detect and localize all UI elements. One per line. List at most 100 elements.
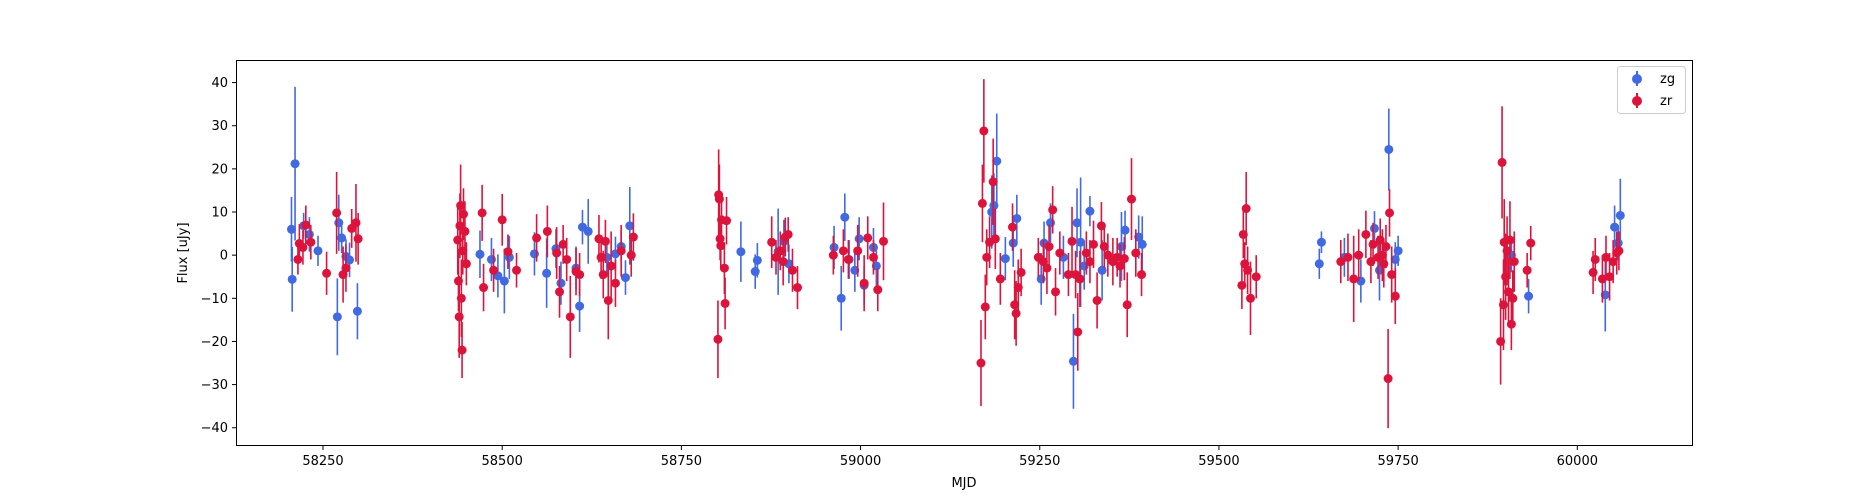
zr-data-point [298, 242, 308, 252]
y-tick-label: 40 [211, 76, 228, 91]
zr-data-point [1343, 252, 1353, 262]
zr-data-point [1605, 272, 1615, 282]
zr-data-point [1501, 272, 1511, 282]
zr-data-point [596, 252, 606, 262]
zr-data-point [1597, 274, 1607, 284]
zr-data-point [1366, 257, 1376, 267]
zr-data-point [980, 302, 990, 312]
zr-data-point [1119, 254, 1129, 264]
zr-data-point [1008, 222, 1018, 232]
zr-data-point [979, 126, 989, 136]
zg-data-point [1076, 237, 1086, 247]
zr-data-point [1379, 259, 1389, 269]
zg-data-point [1393, 246, 1403, 256]
zr-data-point [306, 237, 316, 247]
y-tick-label: 20 [211, 162, 228, 177]
zr-data-point [1243, 265, 1253, 275]
zg-data-point [620, 273, 630, 283]
zr-data-point [715, 234, 725, 244]
zr-data-point [783, 229, 793, 239]
zg-data-point [736, 247, 746, 257]
zg-data-point [1384, 144, 1394, 154]
zr-data-point [868, 252, 878, 262]
zg-data-point [290, 159, 300, 169]
zr-data-point [1588, 267, 1598, 277]
zr-data-point [716, 241, 726, 251]
axes-frame [236, 60, 1693, 446]
zr-data-point [873, 285, 883, 295]
zr-data-point [1385, 208, 1395, 218]
zr-data-point [1496, 336, 1506, 346]
zr-data-point [1387, 270, 1397, 280]
zr-data-point [1010, 300, 1020, 310]
zr-data-point [555, 287, 565, 297]
zr-data-point [626, 250, 636, 260]
zg-data-point [529, 249, 539, 259]
zr-data-point [1349, 274, 1359, 284]
zr-data-point [714, 194, 724, 204]
zr-data-point [722, 216, 732, 226]
zr-data-point [565, 312, 575, 322]
legend-entry-zr: zr [1632, 93, 1673, 109]
zr-data-point [1085, 257, 1095, 267]
x-tick-label: 59500 [1198, 454, 1239, 469]
zr-data-point [610, 278, 620, 288]
zr-data-point [879, 236, 889, 246]
zr-data-point [988, 177, 998, 187]
zr-data-point [456, 201, 466, 211]
zr-data-point [1377, 250, 1387, 260]
zr-data-point [1354, 250, 1364, 260]
zr-data-point [1048, 205, 1058, 215]
zr-data-point [859, 278, 869, 288]
zr-data-point [1127, 194, 1137, 204]
zg-data-point [1000, 254, 1010, 264]
zg-data-point [1097, 265, 1107, 275]
y-tick-label: −20 [201, 335, 228, 350]
zr-data-point [1502, 246, 1512, 256]
y-axis: 40 30 20 10 0 −10 −20 −30 −40 [201, 76, 237, 436]
zr-data-point [995, 274, 1005, 284]
legend-zr-label: zr [1660, 94, 1673, 109]
zr-data-point [353, 234, 363, 244]
zr-data-point [1115, 261, 1125, 271]
zr-data-point [600, 236, 610, 246]
zr-data-point [838, 246, 848, 256]
zr-data-point [532, 233, 542, 243]
zr-data-point [1506, 319, 1516, 329]
zr-data-point [1498, 300, 1508, 310]
zr-data-point [1131, 248, 1141, 258]
zr-data-point [562, 254, 572, 264]
zr-data-point [828, 250, 838, 260]
zg-data-point [575, 301, 585, 311]
series-zr [293, 79, 1624, 429]
zg-data-point [854, 234, 864, 244]
zg-data-point [313, 246, 323, 256]
zr-data-point [1013, 283, 1023, 293]
x-tick-label: 58500 [482, 454, 523, 469]
zr-data-point [479, 283, 489, 293]
zr-data-point [976, 358, 986, 368]
zr-data-point [341, 263, 351, 273]
zr-data-point [460, 226, 470, 236]
zr-data-point [542, 226, 552, 236]
zr-data-point [863, 233, 873, 243]
zr-data-point [351, 218, 361, 228]
zr-data-point [1505, 235, 1515, 245]
zr-data-point [1073, 327, 1083, 337]
zr-data-point [1096, 221, 1106, 231]
zr-data-point [598, 270, 608, 280]
zg-data-point [1390, 254, 1400, 264]
zg-data-point [475, 249, 485, 259]
zr-data-point [1103, 250, 1113, 260]
zg-data-point [1369, 223, 1379, 233]
x-tick-label: 58750 [661, 454, 702, 469]
zg-data-point [1012, 213, 1022, 223]
zr-data-point [575, 270, 585, 280]
zr-data-point [1063, 270, 1073, 280]
zr-data-point [778, 257, 788, 267]
zr-data-point [775, 246, 785, 256]
zg-data-point [836, 293, 846, 303]
zr-data-point [628, 232, 638, 242]
zg-data-point [1615, 210, 1625, 220]
